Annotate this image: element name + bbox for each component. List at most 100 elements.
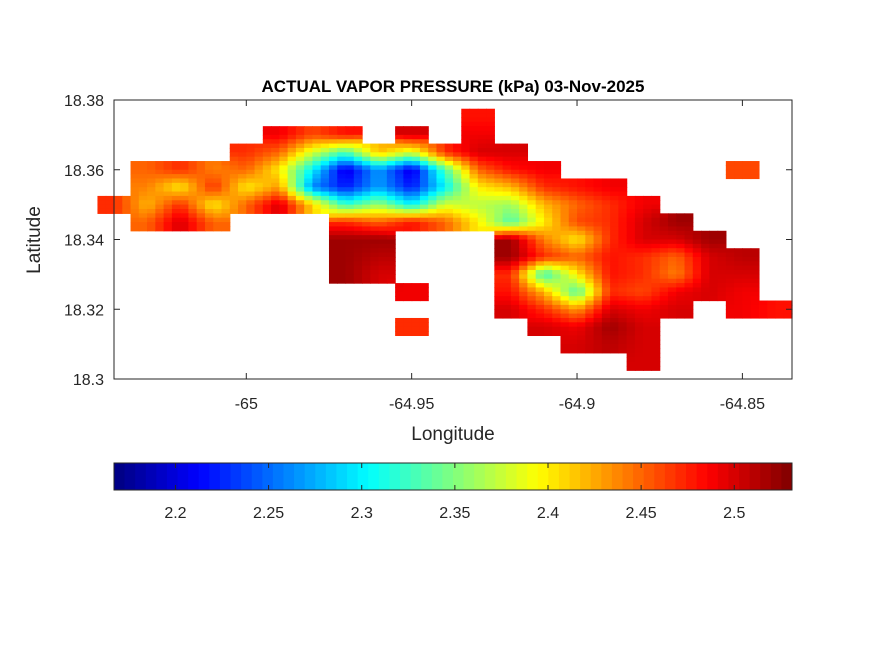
heatmap-cell [535, 265, 545, 271]
heatmap-cell [618, 326, 628, 332]
heatmap-cell [643, 335, 653, 341]
heatmap-cell [535, 178, 545, 184]
heatmap-cell [444, 200, 454, 206]
heatmap-cell [453, 187, 462, 193]
heatmap-cell [502, 169, 512, 175]
heatmap-cell [610, 230, 619, 236]
heatmap-cell [419, 165, 429, 171]
colorbar-segment [124, 463, 136, 490]
heatmap-cell [114, 208, 123, 214]
heatmap-cell [543, 331, 553, 337]
heatmap-cell [510, 291, 520, 297]
heatmap-cell [519, 208, 529, 214]
heatmap-cell [395, 296, 404, 302]
heatmap-cell [403, 161, 413, 166]
heatmap-cell [577, 317, 586, 323]
heatmap-cell [328, 222, 338, 228]
heatmap-cell [147, 165, 156, 171]
heatmap-cell [353, 226, 363, 232]
heatmap-cell [444, 152, 454, 158]
heatmap-cell [486, 147, 495, 153]
heatmap-cell [204, 208, 214, 214]
heatmap-cell [155, 213, 165, 219]
heatmap-cell [643, 357, 653, 363]
heatmap-cell [403, 217, 413, 223]
heatmap-cell [469, 121, 479, 127]
heatmap-cell [667, 304, 677, 310]
heatmap-cell [543, 248, 553, 254]
heatmap-cell [362, 147, 371, 153]
heatmap-cell [634, 278, 644, 284]
heatmap-cell [362, 278, 371, 284]
heatmap-cell [659, 243, 669, 249]
heatmap-cell [519, 182, 529, 188]
heatmap-cell [304, 208, 314, 214]
heatmap-cell [436, 217, 446, 223]
heatmap-cell [378, 243, 388, 249]
heatmap-cell [552, 331, 562, 337]
heatmap-cell [651, 344, 661, 350]
heatmap-cell [295, 191, 305, 197]
heatmap-cell [196, 226, 206, 232]
heatmap-cell [486, 152, 495, 158]
heatmap-cell [552, 274, 562, 280]
heatmap-cell [304, 169, 314, 175]
heatmap-cell [618, 222, 628, 228]
heatmap-cell [610, 204, 619, 210]
heatmap-cell [643, 261, 653, 267]
heatmap-cell [411, 134, 421, 140]
heatmap-cell [353, 265, 363, 271]
heatmap-cell [626, 291, 636, 297]
heatmap-cell [519, 256, 529, 262]
heatmap-cell [337, 182, 347, 188]
heatmap-cell [543, 300, 553, 306]
colorbar-segment [760, 463, 772, 490]
heatmap-cell [667, 265, 677, 271]
heatmap-cell [783, 313, 793, 319]
heatmap-cell [378, 178, 388, 184]
heatmap-cell [403, 191, 413, 197]
heatmap-cell [345, 278, 355, 284]
heatmap-cell [353, 217, 363, 223]
heatmap-cell [543, 239, 553, 245]
heatmap-cell [312, 187, 322, 193]
heatmap-cell [568, 317, 578, 323]
heatmap-cell [229, 161, 239, 166]
heatmap-cell [510, 204, 520, 210]
heatmap-cell [279, 130, 289, 136]
heatmap-cell [552, 195, 562, 201]
heatmap-cell [552, 243, 562, 249]
heatmap-cell [386, 204, 396, 210]
heatmap-cell [643, 283, 653, 289]
heatmap-cell [395, 139, 404, 145]
heatmap-cell [560, 208, 570, 214]
heatmap-cell [238, 152, 247, 158]
heatmap-cell [461, 222, 471, 228]
heatmap-cell [535, 165, 545, 171]
heatmap-cell [568, 339, 578, 345]
heatmap-cell [742, 291, 752, 297]
heatmap-cell [155, 208, 165, 214]
heatmap-cell [618, 287, 628, 293]
heatmap-cell [378, 195, 388, 201]
heatmap-cell [477, 191, 487, 197]
heatmap-cell [634, 322, 644, 328]
heatmap-cell [105, 208, 115, 214]
heatmap-cell [676, 313, 686, 319]
heatmap-cell [502, 274, 512, 280]
heatmap-cell [610, 322, 619, 328]
heatmap-cell [601, 222, 611, 228]
heatmap-cell [552, 313, 562, 319]
heatmap-cell [568, 191, 578, 197]
heatmap-cell [461, 117, 471, 123]
heatmap-cell [378, 204, 388, 210]
heatmap-cell [312, 161, 322, 166]
heatmap-cell [378, 226, 388, 232]
heatmap-cell [403, 287, 413, 293]
heatmap-cell [345, 204, 355, 210]
heatmap-cell [519, 270, 529, 275]
colorbar-segment [633, 463, 645, 490]
heatmap-cell [370, 235, 380, 241]
heatmap-cell [461, 226, 471, 232]
heatmap-cell [502, 147, 512, 153]
